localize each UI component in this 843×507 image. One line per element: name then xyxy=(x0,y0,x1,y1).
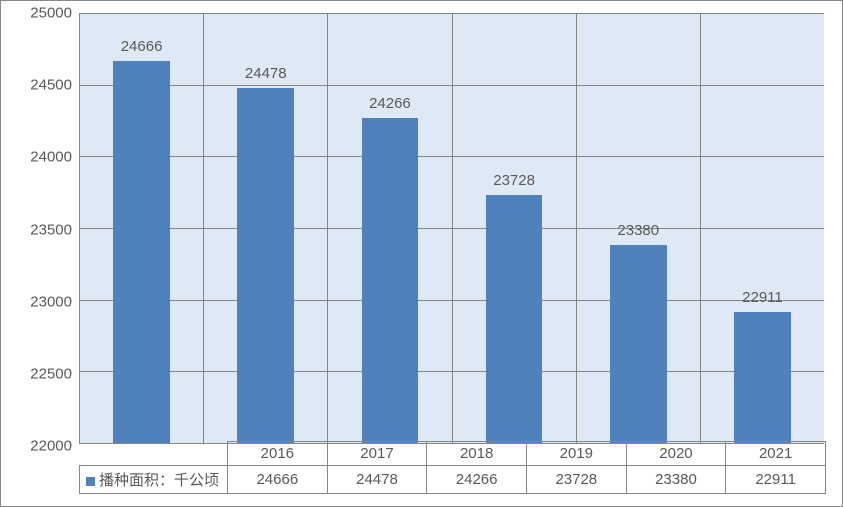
category-cell: 2017 xyxy=(327,442,427,466)
value-cell: 24478 xyxy=(327,466,427,494)
category-cell: 2018 xyxy=(427,442,527,466)
y-tick-label: 24500 xyxy=(12,77,72,94)
bar-slot: 24266 xyxy=(328,13,452,443)
value-cell: 24666 xyxy=(228,466,328,494)
y-tick-label: 23500 xyxy=(12,221,72,238)
bar-value-label: 24478 xyxy=(245,65,287,82)
y-tick-label: 22000 xyxy=(12,438,72,455)
chart-container: 246662447824266237282338022911 220002250… xyxy=(0,0,843,507)
category-row: 201620172018201920202021 xyxy=(80,442,826,466)
category-cell: 2021 xyxy=(726,442,826,466)
bar: 24478 xyxy=(237,88,294,443)
bar: 23728 xyxy=(486,195,543,443)
bar-value-label: 23728 xyxy=(493,172,535,189)
bar: 24266 xyxy=(362,118,419,443)
value-cell: 22911 xyxy=(726,466,826,494)
bar-slot: 24478 xyxy=(204,13,328,443)
category-cell: 2016 xyxy=(228,442,328,466)
bar: 22911 xyxy=(734,312,791,443)
y-tick-label: 23000 xyxy=(12,293,72,310)
bars-group: 24666 24478 24266 23728 23380 22911 xyxy=(80,13,824,443)
bar-value-label: 24266 xyxy=(369,95,411,112)
bar-slot: 22911 xyxy=(701,13,824,443)
category-cell: 2020 xyxy=(626,442,726,466)
y-tick-label: 24000 xyxy=(12,149,72,166)
bar-value-label: 24666 xyxy=(121,38,163,55)
series-name-label: 播种面积：千公顷 xyxy=(99,472,219,489)
value-cell: 23728 xyxy=(526,466,626,494)
y-tick-label: 25000 xyxy=(12,5,72,22)
series-name-cell: 播种面积：千公顷 xyxy=(80,466,228,494)
data-table: 201620172018201920202021 播种面积：千公顷 246662… xyxy=(79,441,826,494)
bar-slot: 23380 xyxy=(577,13,701,443)
y-tick-label: 22500 xyxy=(12,365,72,382)
table-corner-cell xyxy=(80,442,228,466)
plot-area: 24666 24478 24266 23728 23380 22911 xyxy=(79,13,824,444)
legend-swatch xyxy=(86,477,95,486)
bar: 23380 xyxy=(610,245,667,443)
bar-value-label: 23380 xyxy=(617,222,659,239)
bar-value-label: 22911 xyxy=(742,289,783,306)
bar-slot: 23728 xyxy=(453,13,577,443)
values-row: 播种面积：千公顷 246662447824266237282338022911 xyxy=(80,466,826,494)
bar: 24666 xyxy=(113,61,170,443)
value-cell: 24266 xyxy=(427,466,527,494)
category-cell: 2019 xyxy=(526,442,626,466)
value-cell: 23380 xyxy=(626,466,726,494)
bar-slot: 24666 xyxy=(80,13,204,443)
